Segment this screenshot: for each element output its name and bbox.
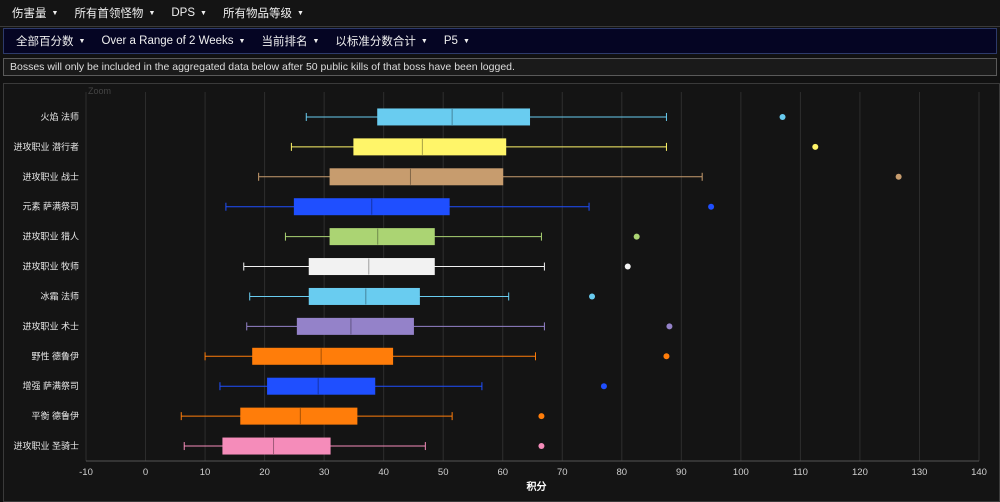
aggregation-notice: Bosses will only be included in the aggr… xyxy=(3,58,997,76)
x-tick-label: 10 xyxy=(200,467,211,478)
chevron-down-icon: ▼ xyxy=(148,9,156,17)
menu-primary-1[interactable]: 所有首领怪物 ▼ xyxy=(66,0,163,26)
iqr-box[interactable] xyxy=(252,347,394,365)
category-label: 冰霜 法师 xyxy=(40,290,79,301)
category-label: 平衡 德鲁伊 xyxy=(31,410,79,421)
outlier-point[interactable] xyxy=(895,173,902,180)
x-tick-label: -10 xyxy=(79,467,93,478)
box-series[interactable]: 平衡 德鲁伊 xyxy=(31,407,545,425)
menu-secondary-4[interactable]: P5 ▼ xyxy=(436,29,478,53)
iqr-box[interactable] xyxy=(296,317,414,335)
chevron-down-icon: ▼ xyxy=(200,9,207,17)
x-tick-label: 40 xyxy=(378,467,389,478)
menu-label: Over a Range of 2 Weeks xyxy=(101,35,234,47)
x-tick-label: 100 xyxy=(733,467,749,478)
box-series[interactable]: 进攻职业 战士 xyxy=(22,168,902,186)
category-label: 进攻职业 潜行者 xyxy=(13,141,79,152)
box-series[interactable]: 进攻职业 术士 xyxy=(22,317,673,335)
menu-label: 以标准分数合计 xyxy=(335,36,416,48)
iqr-box[interactable] xyxy=(329,228,435,246)
outlier-point[interactable] xyxy=(589,293,596,300)
chevron-down-icon: ▼ xyxy=(420,37,428,45)
iqr-box[interactable] xyxy=(329,168,504,186)
x-axis-title: 积分 xyxy=(527,480,547,493)
category-label: 野性 德鲁伊 xyxy=(31,350,79,361)
outlier-point[interactable] xyxy=(633,233,640,240)
x-tick-label: 70 xyxy=(557,467,568,478)
box-series[interactable]: 进攻职业 圣骑士 xyxy=(13,437,545,455)
iqr-box[interactable] xyxy=(267,377,376,395)
box-series[interactable]: 野性 德鲁伊 xyxy=(31,347,670,365)
iqr-box[interactable] xyxy=(240,407,358,425)
chevron-down-icon: ▼ xyxy=(296,9,304,17)
x-tick-label: 120 xyxy=(852,467,868,478)
menu-label: 伤害量 xyxy=(12,8,47,20)
menu-label: 当前排名 xyxy=(261,36,308,48)
x-tick-label: 50 xyxy=(438,467,449,478)
outlier-point[interactable] xyxy=(538,443,545,450)
iqr-box[interactable] xyxy=(308,287,420,305)
box-series[interactable]: 火焰 法师 xyxy=(40,108,786,126)
menu-secondary-3[interactable]: 以标准分数合计 ▼ xyxy=(327,29,435,53)
category-label: 进攻职业 术士 xyxy=(22,320,79,331)
secondary-menu-bar: 全部百分数 ▼ Over a Range of 2 Weeks ▼ 当前排名 ▼ 以标准分数… xyxy=(3,28,997,54)
x-tick-label: 0 xyxy=(143,467,148,478)
x-tick-label: 80 xyxy=(617,467,628,478)
chevron-down-icon: ▼ xyxy=(312,37,320,45)
menu-label: P5 xyxy=(443,35,458,47)
menu-primary-0[interactable]: 伤害量 ▼ xyxy=(4,0,66,26)
iqr-box[interactable] xyxy=(293,198,450,216)
category-label: 进攻职业 战士 xyxy=(22,171,79,182)
x-tick-label: 130 xyxy=(912,467,928,478)
chevron-down-icon: ▼ xyxy=(51,9,59,17)
category-label: 元素 萨满祭司 xyxy=(22,201,79,212)
menu-label: 所有首领怪物 xyxy=(74,8,144,20)
menu-primary-3[interactable]: 所有物品等级 ▼ xyxy=(215,0,312,26)
outlier-point[interactable] xyxy=(538,413,545,420)
outlier-point[interactable] xyxy=(708,203,715,210)
outlier-point[interactable] xyxy=(666,323,673,330)
x-tick-label: 90 xyxy=(676,467,687,478)
box-series[interactable]: 增强 萨满祭司 xyxy=(22,377,607,395)
zoom-label[interactable]: Zoom xyxy=(88,86,112,96)
outlier-point[interactable] xyxy=(600,383,607,390)
box-series[interactable]: 元素 萨满祭司 xyxy=(22,198,715,216)
iqr-box[interactable] xyxy=(222,437,331,455)
category-label: 进攻职业 牧师 xyxy=(22,261,79,272)
menu-label: 全部百分数 xyxy=(16,36,74,48)
box-series[interactable]: 进攻职业 牧师 xyxy=(22,258,631,276)
menu-primary-2[interactable]: DPS ▼ xyxy=(163,0,215,26)
category-label: 增强 萨满祭司 xyxy=(22,380,79,391)
menu-secondary-0[interactable]: 全部百分数 ▼ xyxy=(8,29,93,53)
box-series[interactable]: 进攻职业 潜行者 xyxy=(13,138,819,156)
category-label: 进攻职业 圣骑士 xyxy=(13,440,79,451)
outlier-point[interactable] xyxy=(663,353,670,360)
box-series[interactable]: 进攻职业 猎人 xyxy=(22,228,640,246)
x-tick-label: 60 xyxy=(497,467,508,478)
boxplot-chart: Zoom -10 0 10 20 30 40 50 60 70 80 90 100 110 120 130 1… xyxy=(3,83,1000,502)
x-tick-label: 140 xyxy=(971,467,987,478)
menu-label: 所有物品等级 xyxy=(222,8,292,20)
chevron-down-icon: ▼ xyxy=(238,37,246,45)
menu-label: DPS xyxy=(171,7,196,19)
iqr-box[interactable] xyxy=(353,138,507,156)
chevron-down-icon: ▼ xyxy=(78,37,86,45)
category-label: 进攻职业 猎人 xyxy=(22,231,79,242)
outlier-point[interactable] xyxy=(624,263,631,270)
chart-svg: -10 0 10 20 30 40 50 60 70 80 90 100 110 120 130 140 积分 火… xyxy=(13,92,987,493)
menu-secondary-1[interactable]: Over a Range of 2 Weeks ▼ xyxy=(93,29,253,53)
chevron-down-icon: ▼ xyxy=(462,37,470,45)
box-series[interactable]: 冰霜 法师 xyxy=(40,287,596,305)
menu-secondary-2[interactable]: 当前排名 ▼ xyxy=(253,29,327,53)
outlier-point[interactable] xyxy=(812,143,819,150)
category-label: 火焰 法师 xyxy=(40,111,79,122)
x-tick-label: 30 xyxy=(319,467,330,478)
iqr-box[interactable] xyxy=(377,108,531,126)
primary-menu-bar: 伤害量 ▼ 所有首领怪物 ▼ DPS ▼ 所有物品等级 ▼ xyxy=(0,0,1000,27)
x-tick-label: 110 xyxy=(793,467,808,478)
outlier-point[interactable] xyxy=(779,113,786,120)
iqr-box[interactable] xyxy=(308,258,435,276)
x-tick-label: 20 xyxy=(259,467,270,478)
